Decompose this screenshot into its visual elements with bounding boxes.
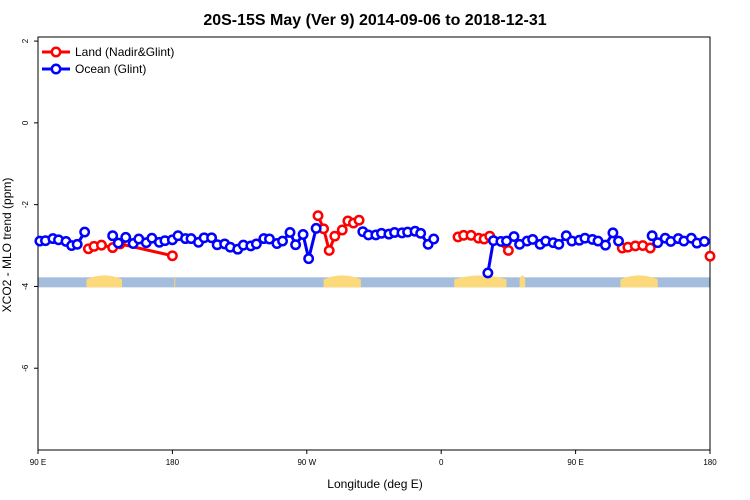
y-axis-title: XCO2 - MLO trend (ppm) bbox=[0, 178, 14, 313]
surface-band-land-3 bbox=[454, 275, 507, 288]
land-point-9 bbox=[329, 230, 341, 242]
ocean-point-70 bbox=[600, 239, 611, 251]
ocean-point-73 bbox=[646, 230, 658, 242]
ocean-point-32 bbox=[264, 233, 275, 245]
land-point-6 bbox=[312, 210, 324, 222]
ocean-point-52 bbox=[482, 267, 494, 279]
ocean-point-37 bbox=[297, 229, 309, 240]
x-axis: 90 E 180 90 W 0 90 E 180 bbox=[30, 450, 717, 467]
surface-band-land-4 bbox=[519, 275, 526, 288]
ocean-point-56 bbox=[508, 231, 520, 242]
x-axis-title: Longitude (deg E) bbox=[327, 477, 422, 491]
chart-title: 20S-15S May (Ver 9) 2014-09-06 to 2018-1… bbox=[203, 12, 546, 29]
ocean-point-9 bbox=[112, 237, 124, 249]
legend-marker-land bbox=[50, 46, 62, 58]
land-point-25 bbox=[644, 242, 656, 254]
land-point-8 bbox=[323, 245, 335, 256]
ocean-point-7 bbox=[79, 226, 91, 238]
legend: Land (Nadir&Glint) Ocean (Glint) bbox=[42, 45, 174, 76]
legend-marker-ocean bbox=[50, 63, 62, 75]
y-tick-label-1: 0 bbox=[21, 120, 30, 125]
y-tick-label-0: 2 bbox=[21, 38, 30, 43]
surface-band-land-1 bbox=[174, 275, 176, 288]
x-tick-label-4: 90 E bbox=[567, 458, 583, 467]
series-layer bbox=[34, 210, 716, 279]
ocean-point-38 bbox=[303, 253, 315, 265]
ocean-point-51 bbox=[428, 233, 440, 245]
ocean-point-81 bbox=[698, 236, 710, 247]
ocean-point-49 bbox=[415, 227, 427, 239]
ocean-point-39 bbox=[310, 222, 322, 234]
ocean-point-30 bbox=[250, 238, 262, 250]
land-point-20 bbox=[502, 245, 514, 256]
ocean-point-23 bbox=[206, 232, 218, 244]
surface-band-ocean bbox=[38, 277, 710, 288]
ocean-point-59 bbox=[527, 233, 539, 245]
surface-band-land-2 bbox=[323, 275, 361, 288]
land-point-10 bbox=[336, 224, 348, 236]
surface-band-land-0 bbox=[86, 275, 122, 288]
surface-band bbox=[38, 275, 710, 288]
x-tick-label-3: 0 bbox=[439, 458, 444, 467]
ocean-point-74 bbox=[652, 237, 664, 249]
y-tick-label-4: -6 bbox=[21, 364, 30, 372]
x-tick-label-0: 90 E bbox=[30, 458, 46, 467]
x-tick-label-1: 180 bbox=[166, 458, 180, 467]
ocean-point-35 bbox=[284, 227, 296, 238]
ocean-point-6 bbox=[71, 238, 83, 250]
ocean-point-63 bbox=[553, 238, 565, 250]
ocean-point-10 bbox=[120, 231, 132, 243]
ocean-point-34 bbox=[277, 235, 288, 247]
ocean-point-71 bbox=[607, 227, 619, 239]
surface-band-land-5 bbox=[620, 275, 658, 288]
ocean-point-55 bbox=[501, 235, 512, 247]
ocean-point-72 bbox=[613, 235, 624, 247]
land-point-13 bbox=[353, 214, 365, 226]
y-axis: 2 0 -2 -4 -6 bbox=[21, 38, 38, 372]
x-tick-label-2: 90 W bbox=[297, 458, 316, 467]
ocean-point-36 bbox=[290, 239, 302, 251]
legend-label-ocean: Ocean (Glint) bbox=[75, 62, 146, 76]
y-tick-label-3: -4 bbox=[21, 282, 30, 290]
y-tick-label-2: -2 bbox=[21, 201, 30, 209]
ocean-point-8 bbox=[107, 230, 119, 242]
land-point-5 bbox=[166, 250, 178, 262]
land-point-2 bbox=[96, 239, 107, 251]
legend-label-land: Land (Nadir&Glint) bbox=[75, 45, 174, 59]
land-point-26 bbox=[704, 250, 716, 262]
x-tick-label-5: 180 bbox=[703, 458, 717, 467]
